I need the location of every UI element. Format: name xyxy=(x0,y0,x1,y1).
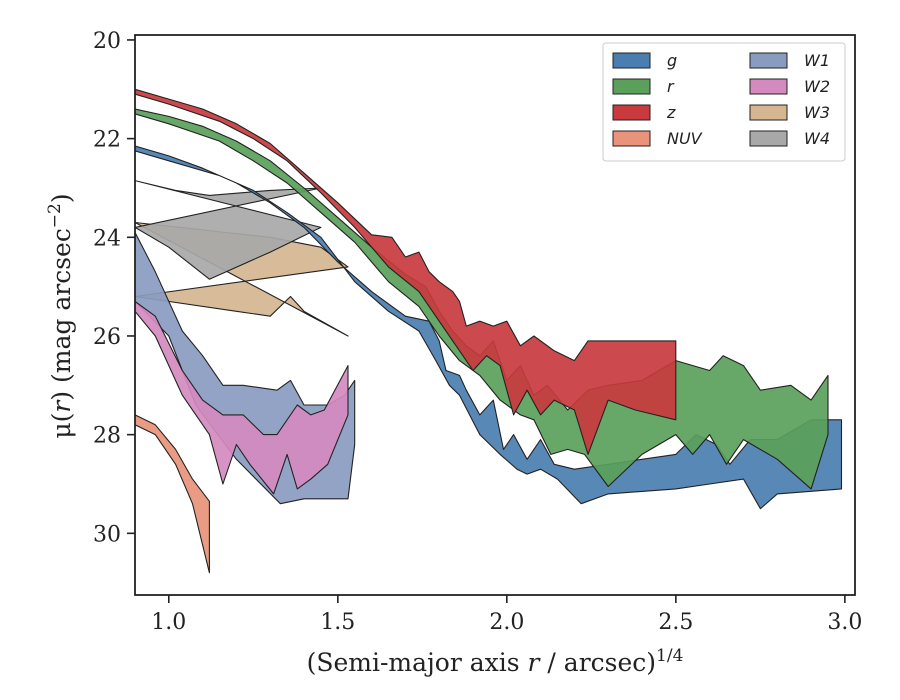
x-tick-label: 1.0 xyxy=(151,610,186,635)
plot-frame xyxy=(134,34,856,596)
legend-swatch-w4 xyxy=(749,130,788,147)
legend-swatch-w1 xyxy=(749,52,788,69)
legend-swatch-nuv xyxy=(612,130,651,147)
legend-swatch-w2 xyxy=(749,78,788,95)
band-w2 xyxy=(135,300,349,495)
plot-bands xyxy=(135,88,843,574)
y-tick-label: 28 xyxy=(93,424,121,449)
x-tick-label: 2.0 xyxy=(489,610,524,635)
legend-swatch-g xyxy=(612,52,651,69)
y-tick-label: 22 xyxy=(93,128,121,153)
x-tick-label: 2.5 xyxy=(658,610,693,635)
y-tick-label: 20 xyxy=(93,29,121,54)
legend-swatch-r xyxy=(612,78,651,95)
legend-swatch-w3 xyxy=(749,104,788,121)
legend-label-z: z xyxy=(666,103,676,122)
legend-label-nuv: NUV xyxy=(667,129,703,148)
legend: grz NUV W1 W2 W3 W4 xyxy=(602,42,846,162)
x-tick-label: 3.0 xyxy=(827,610,862,635)
legend-swatch-z xyxy=(612,104,651,121)
legend-label-w3: W3 xyxy=(804,103,830,122)
band-z xyxy=(135,88,677,455)
legend-label-w4: W4 xyxy=(804,129,830,148)
legend-label-w1: W1 xyxy=(804,51,830,70)
band-nuv xyxy=(135,414,210,574)
x-tick-label: 1.5 xyxy=(320,610,355,635)
legend-label-w2: W2 xyxy=(804,77,830,96)
y-tick-label: 26 xyxy=(93,325,121,350)
y-tick-label: 24 xyxy=(93,226,121,251)
legend-label-g: g xyxy=(667,51,677,70)
x-axis-label: (Semi-major axis r / arcsec)1/4 xyxy=(307,646,684,677)
y-tick-label: 30 xyxy=(93,522,121,547)
y-axis-label: μ(r) (mag arcsec−2) xyxy=(45,193,76,438)
band-w4 xyxy=(135,180,322,280)
legend-label-r: r xyxy=(667,77,675,96)
axis-ticks: 1.0 1.5 2.0 2.5 3.0 20 22 24 26 28 30 xyxy=(93,29,862,635)
